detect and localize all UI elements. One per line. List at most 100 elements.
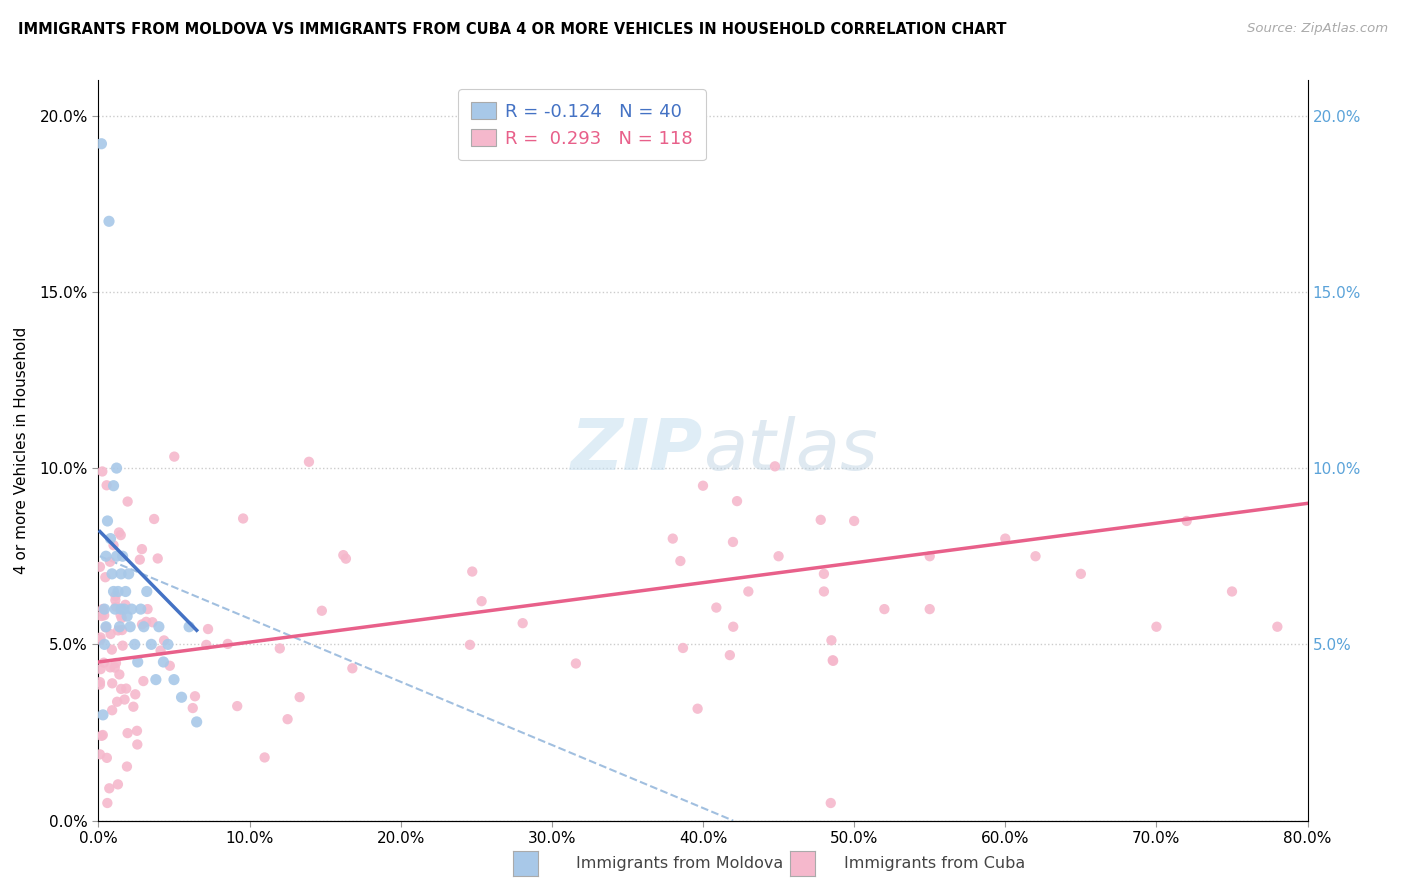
Point [111,639,134,653]
Point [105,549,128,564]
Point [332,548,354,562]
Point [132,620,155,634]
Point [823,654,845,668]
Point [104,593,127,607]
Point [105,599,128,614]
Point [115,759,138,773]
Text: Immigrants from Cuba: Immigrants from Cuba [844,856,1025,871]
Point [661,532,683,546]
Point [131,617,153,632]
Point [672,640,695,655]
Point [136,602,159,616]
Point [156,637,179,651]
Point [112,602,135,616]
Point [821,653,844,667]
Point [89,747,111,762]
Point [110,528,132,542]
Point [117,494,139,508]
Point [117,726,139,740]
Point [181,701,204,715]
Point [131,542,153,557]
Point [159,658,181,673]
Point [104,602,127,616]
Point [120,620,142,634]
Point [170,690,193,705]
Point [104,656,127,670]
Point [163,673,186,687]
Point [94,549,117,564]
Point [145,673,167,687]
Point [669,554,692,568]
Point [93,608,115,623]
Point [718,648,741,662]
Point [810,513,832,527]
Point [135,615,157,629]
Point [110,566,132,581]
Point [93,637,115,651]
Point [114,598,136,612]
Point [135,584,157,599]
Point [90,609,112,624]
Point [128,552,150,566]
Point [115,609,138,624]
Point [93,656,115,670]
Point [104,589,127,603]
Point [90,729,112,743]
Point [725,494,748,508]
Point [107,584,129,599]
Point [105,695,128,709]
Point [98,555,121,569]
Text: ZIP: ZIP [571,416,703,485]
Point [253,750,276,764]
Point [132,674,155,689]
Point [1220,584,1243,599]
Point [101,566,124,581]
Point [118,566,141,581]
Point [768,549,790,564]
Point [195,638,218,652]
Point [335,551,357,566]
Point [114,584,136,599]
Text: atlas: atlas [703,416,877,485]
Point [103,538,125,552]
Point [141,637,163,651]
Point [153,633,176,648]
Point [737,584,759,599]
Point [107,624,129,638]
Point [148,620,170,634]
Y-axis label: 4 or more Vehicles in Household: 4 or more Vehicles in Household [14,326,28,574]
Point [90,662,112,676]
Point [565,657,588,671]
Point [108,620,131,634]
Point [704,600,727,615]
Point [143,512,166,526]
Point [96,751,118,765]
Point [90,631,112,645]
Point [127,655,149,669]
Point [90,136,112,151]
Point [125,723,148,738]
Point [820,633,842,648]
Point [100,627,122,641]
Point [98,660,121,674]
Point [94,620,117,634]
Point [723,620,745,634]
Point [163,450,186,464]
Point [91,465,114,479]
Point [101,676,124,690]
Point [149,643,172,657]
Point [89,632,111,647]
Point [91,707,114,722]
Point [686,702,709,716]
Point [108,667,131,681]
Point [277,712,299,726]
Point [226,699,249,714]
Point [101,703,124,717]
Point [129,602,152,616]
Point [994,532,1017,546]
Point [127,738,149,752]
Point [269,641,291,656]
Point [692,479,714,493]
Point [108,525,131,540]
Point [111,549,134,564]
